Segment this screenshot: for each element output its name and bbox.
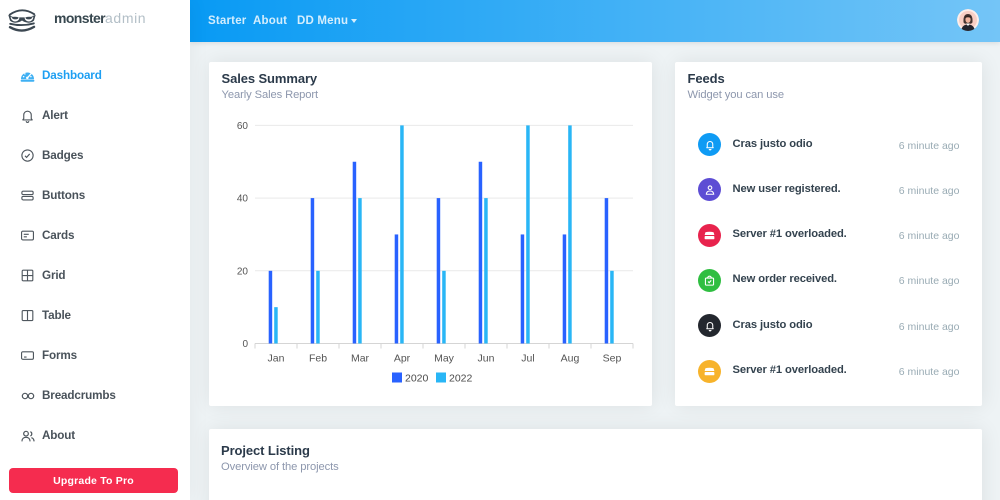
svg-text:40: 40 — [237, 194, 249, 205]
svg-text:20: 20 — [237, 266, 249, 277]
svg-text:Jan: Jan — [268, 353, 285, 365]
svg-text:Apr: Apr — [394, 353, 411, 365]
svg-text:2020: 2020 — [405, 373, 429, 385]
svg-text:Sep: Sep — [603, 353, 622, 365]
svg-text:2022: 2022 — [449, 373, 473, 385]
svg-text:Feb: Feb — [309, 353, 327, 365]
svg-text:Aug: Aug — [561, 353, 580, 365]
svg-text:Jun: Jun — [478, 353, 495, 365]
svg-text:May: May — [434, 353, 455, 365]
svg-text:60: 60 — [237, 121, 249, 132]
svg-text:Mar: Mar — [351, 353, 370, 365]
svg-text:0: 0 — [242, 339, 248, 350]
svg-text:Jul: Jul — [521, 353, 534, 365]
